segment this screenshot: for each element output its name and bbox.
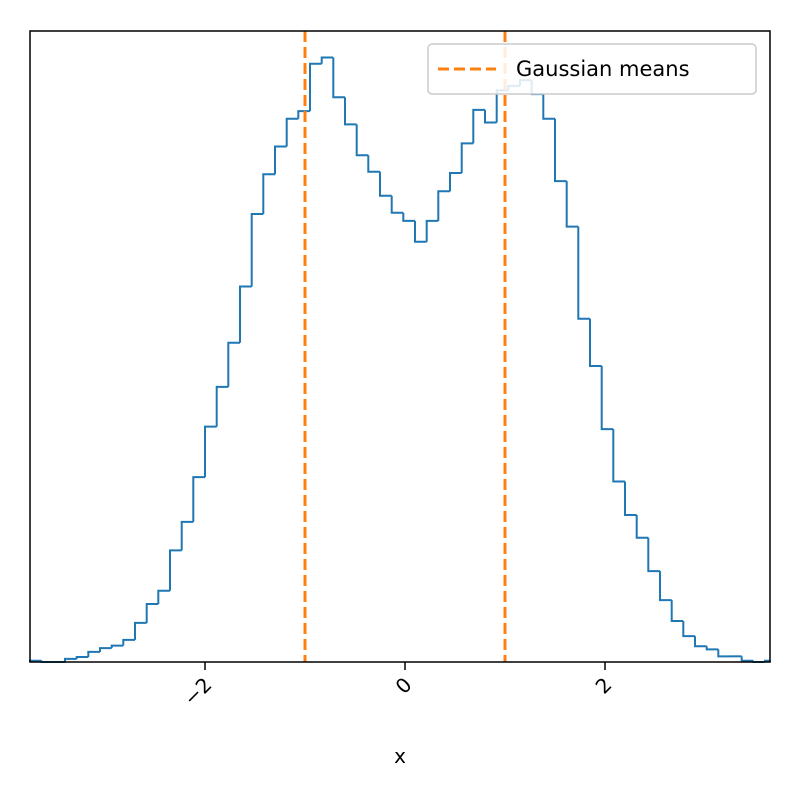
histogram-bin <box>589 318 602 368</box>
histogram-bin <box>565 181 579 228</box>
histogram-bin <box>99 647 112 652</box>
histogram-bin <box>204 425 217 478</box>
histogram-bin <box>239 285 252 343</box>
histogram-bars <box>29 56 771 663</box>
histogram-bin <box>250 212 264 287</box>
histogram-bin <box>542 94 555 120</box>
histogram-bin <box>145 602 159 623</box>
histogram-bin <box>460 142 474 173</box>
plot-background <box>30 31 770 662</box>
histogram-bin <box>285 117 299 147</box>
histogram-bin <box>670 600 684 622</box>
histogram-bin <box>75 655 89 659</box>
histogram-bin <box>180 520 194 551</box>
histogram-bin <box>659 571 672 602</box>
histogram-bin <box>612 429 625 483</box>
histogram-bin <box>355 124 369 157</box>
histogram-bin <box>449 171 462 192</box>
legend-label-gaussian-means: Gaussian means <box>516 57 690 81</box>
histogram-bin <box>169 549 182 591</box>
histogram-bin <box>110 644 124 649</box>
histogram-bin <box>484 109 497 124</box>
histogram-bin <box>740 656 754 662</box>
histogram-bin <box>367 155 380 173</box>
x-tick-label: 0 <box>391 673 417 699</box>
histogram-bin <box>472 108 485 144</box>
gaussian-mean-lines <box>303 31 507 662</box>
x-axis-label: x <box>394 744 406 768</box>
histogram-bin <box>309 62 322 112</box>
histogram-bin <box>157 589 170 604</box>
histogram-bin <box>390 195 404 214</box>
histogram-bin <box>227 341 240 387</box>
histogram-bin <box>379 171 392 197</box>
histogram-bin <box>64 657 77 662</box>
histogram-bin <box>554 118 567 183</box>
plot-frame <box>29 30 771 663</box>
histogram-bin <box>635 514 649 539</box>
x-tick-label: −2 <box>179 673 217 711</box>
histogram-bin <box>425 219 439 242</box>
histogram-bin <box>344 97 357 126</box>
histogram-bin <box>414 220 427 243</box>
histogram-bin <box>600 366 614 431</box>
histogram-bin <box>215 385 229 427</box>
histogram-bin <box>320 56 334 64</box>
histogram-bin <box>437 190 450 221</box>
histogram-bin <box>87 650 100 657</box>
histogram-bin <box>624 481 637 516</box>
histogram-bin <box>122 638 135 646</box>
histogram-bin <box>682 620 695 638</box>
histogram-bin <box>134 621 147 640</box>
histogram-bin <box>647 537 660 573</box>
histogram-bin <box>717 649 730 658</box>
histogram-bin <box>694 636 707 648</box>
x-axis: −2 0 2 <box>179 662 617 710</box>
histogram-bin <box>192 476 205 522</box>
histogram-bin <box>402 212 415 222</box>
legend: Gaussian means <box>427 43 757 95</box>
histogram-bin <box>577 226 590 320</box>
plot-area <box>29 30 771 663</box>
legend-box <box>427 43 757 95</box>
histogram-bin <box>705 646 719 651</box>
x-tick-label: 2 <box>591 673 617 699</box>
histogram-bin <box>332 57 345 99</box>
histogram-bin <box>274 145 287 175</box>
histogram-bin <box>262 173 275 214</box>
